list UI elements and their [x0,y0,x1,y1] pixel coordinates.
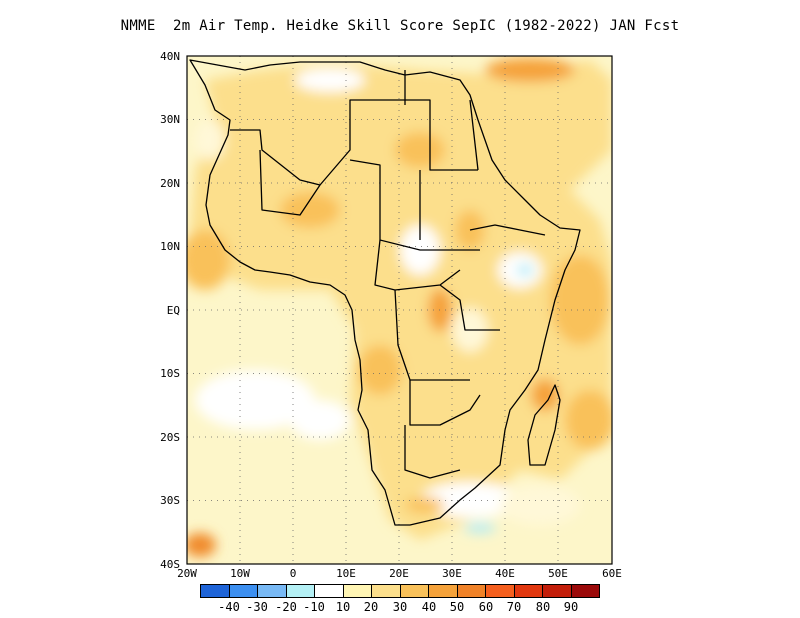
lon-label-10e: 10E [336,567,356,580]
colorbar-label: -20 [275,600,297,614]
chart-title: NMME 2m Air Temp. Heidke Skill Score Sep… [120,18,680,34]
colorbar-label: 10 [335,600,351,614]
colorbar-label: 90 [563,600,579,614]
colorbar-cell [571,585,599,597]
lat-label-eq: EQ [166,304,180,317]
colorbar-label: -30 [246,600,268,614]
colorbar-label: 30 [392,600,408,614]
lon-label-10w: 10W [230,567,250,580]
lat-label-40s: 40S [160,558,180,571]
lat-label-30n: 30N [160,113,180,126]
lat-label-10s: 10S [160,367,180,380]
lat-label-20s: 20S [160,431,180,444]
colorbar-label: 80 [535,600,551,614]
colorbar [200,584,600,598]
colorbar-cell [486,585,515,597]
lon-label-0: 0 [289,567,297,580]
lon-label-40e: 40E [495,567,515,580]
lon-label-20e: 20E [389,567,409,580]
colorbar-label: -40 [218,600,240,614]
colorbar-cell [400,585,429,597]
colorbar-label: 40 [421,600,437,614]
lat-label-40n: 40N [160,50,180,63]
lon-label-50e: 50E [548,567,568,580]
colorbar-cell [229,585,258,597]
colorbar-label: 20 [363,600,379,614]
colorbar-cell [543,585,572,597]
lat-label-10n: 10N [160,240,180,253]
lat-label-20n: 20N [160,177,180,190]
lon-label-30e: 30E [442,567,462,580]
colorbar-cell [457,585,486,597]
colorbar-label: -10 [303,600,325,614]
coastlines [189,59,581,526]
lat-label-30s: 30S [160,494,180,507]
colorbar-cell [286,585,315,597]
colorbar-cell [372,585,401,597]
colorbar-label: 70 [506,600,522,614]
colorbar-cell [201,585,230,597]
grid-lines [187,56,612,564]
lon-label-60e: 60E [602,567,622,580]
colorbar-cell [343,585,372,597]
colorbar-labels: -40 -30 -20 -10 10 20 30 40 50 60 70 80 … [0,600,800,614]
skill-shading [187,58,612,557]
colorbar-cell [514,585,543,597]
colorbar-label: 60 [478,600,494,614]
colorbar-cell [258,585,287,597]
lon-label-20w: 20W [177,567,197,580]
colorbar-cell [429,585,458,597]
map-frame [186,55,613,565]
colorbar-cell [315,585,344,597]
colorbar-label: 50 [449,600,465,614]
